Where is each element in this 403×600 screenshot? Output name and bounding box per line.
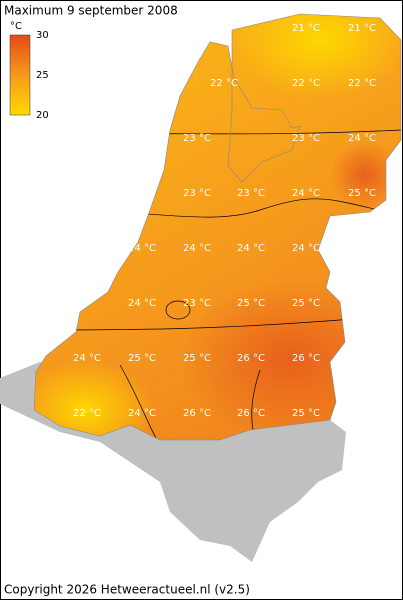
temperature-label: 24 °C xyxy=(292,188,320,199)
temperature-label: 25 °C xyxy=(292,408,320,419)
temperature-label: 22 °C xyxy=(292,78,320,89)
temperature-label: 24 °C xyxy=(237,243,265,254)
temperature-label: 24 °C xyxy=(128,243,156,254)
temperature-label: 24 °C xyxy=(292,243,320,254)
colorbar xyxy=(9,34,31,116)
temperature-label: 25 °C xyxy=(128,353,156,364)
temperature-label: 23 °C xyxy=(183,298,211,309)
temperature-label: 22 °C xyxy=(210,78,238,89)
legend-tick: 25 xyxy=(36,70,49,81)
temperature-label: 26 °C xyxy=(237,353,265,364)
legend-unit: °C xyxy=(10,21,22,32)
temperature-label: 25 °C xyxy=(237,298,265,309)
temperature-label: 21 °C xyxy=(292,23,320,34)
temperature-label: 24 °C xyxy=(183,243,211,254)
legend-tick: 20 xyxy=(36,110,49,121)
temperature-label: 23 °C xyxy=(292,133,320,144)
temperature-label: 23 °C xyxy=(183,188,211,199)
temperature-label: 26 °C xyxy=(292,353,320,364)
temperature-label: 24 °C xyxy=(128,298,156,309)
temperature-label: 25 °C xyxy=(183,353,211,364)
temperature-label: 23 °C xyxy=(237,188,265,199)
title: Maximum 9 september 2008 xyxy=(4,4,178,18)
temperature-label: 23 °C xyxy=(183,133,211,144)
temperature-label: 22 °C xyxy=(73,408,101,419)
temperature-label: 25 °C xyxy=(348,188,376,199)
temperature-label: 21 °C xyxy=(348,23,376,34)
copyright: Copyright 2026 Hetweeractueel.nl (v2.5) xyxy=(4,583,250,597)
temperature-label: 24 °C xyxy=(73,353,101,364)
legend-tick: 30 xyxy=(36,30,49,41)
temperature-label: 25 °C xyxy=(292,298,320,309)
temperature-label: 26 °C xyxy=(237,408,265,419)
temperature-label: 24 °C xyxy=(128,408,156,419)
temperature-label: 24 °C xyxy=(348,133,376,144)
temperature-label: 22 °C xyxy=(348,78,376,89)
temperature-label: 26 °C xyxy=(183,408,211,419)
